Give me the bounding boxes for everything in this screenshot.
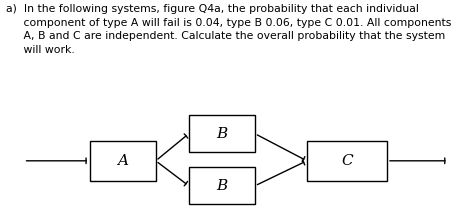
Text: C: C bbox=[341, 154, 353, 168]
Text: B: B bbox=[216, 179, 228, 193]
Text: A: A bbox=[117, 154, 128, 168]
FancyBboxPatch shape bbox=[189, 167, 255, 204]
FancyBboxPatch shape bbox=[90, 141, 156, 181]
FancyBboxPatch shape bbox=[307, 141, 387, 181]
Text: B: B bbox=[216, 127, 228, 141]
FancyBboxPatch shape bbox=[189, 115, 255, 152]
Text: a)  In the following systems, figure Q4a, the probability that each individual
 : a) In the following systems, figure Q4a,… bbox=[6, 4, 451, 55]
